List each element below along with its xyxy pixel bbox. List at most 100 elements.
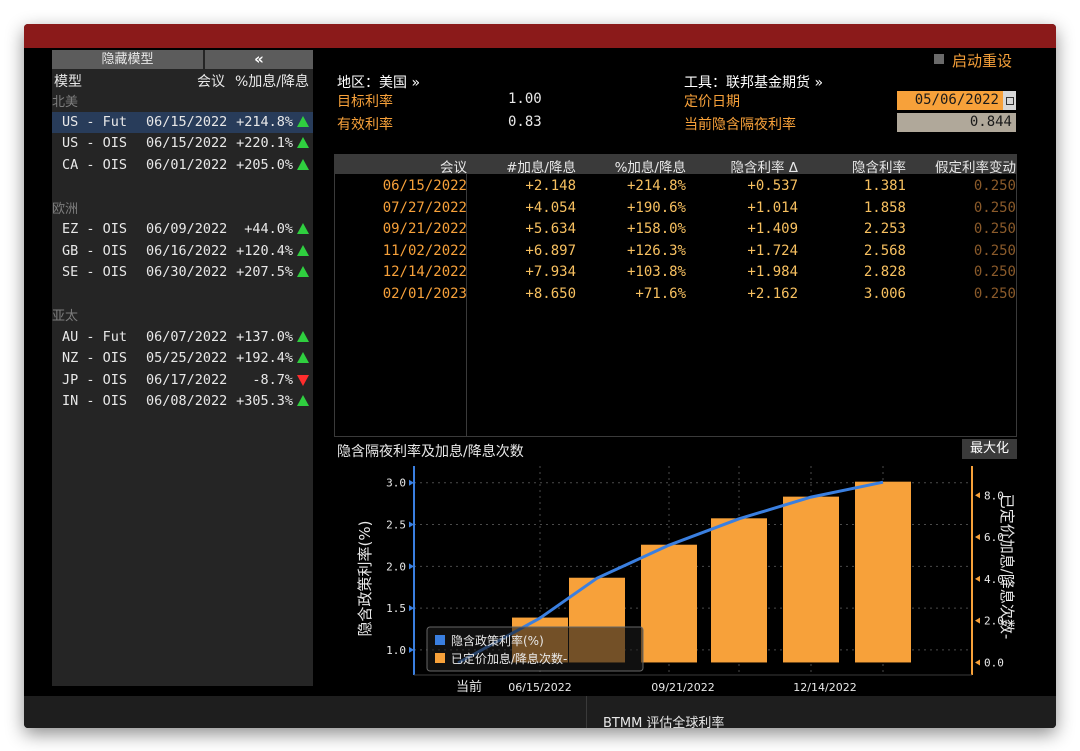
up-arrow-icon — [297, 159, 309, 170]
meeting-column-frame — [334, 174, 467, 437]
status-divider — [586, 696, 587, 728]
up-arrow-icon — [297, 395, 309, 406]
x-tick-label: 09/21/2022 — [651, 681, 714, 694]
model-column-header[interactable]: 模型 — [54, 74, 82, 90]
model-row-us-fut[interactable]: US - Fut 06/15/2022 +214.8% — [52, 112, 313, 133]
table-header-implied-rate[interactable]: 隐含利率 — [852, 160, 906, 176]
down-arrow-icon — [297, 375, 309, 386]
implied-overnight-rate-field[interactable]: 0.844 — [897, 113, 1016, 132]
model-name: AU - Fut — [62, 329, 128, 345]
table-cell-meeting: 02/01/2023 — [382, 286, 467, 302]
legend-box — [426, 626, 644, 672]
model-name: NZ - OIS — [62, 350, 128, 366]
y-tick-label: 1.0 — [386, 644, 406, 657]
y-right-tick-marker — [975, 534, 980, 541]
table-cell-implied-rate-delta: +0.537 — [747, 178, 798, 194]
model-row-nz-ois[interactable]: NZ - OIS 05/25/2022 +192.4% — [52, 348, 313, 369]
model-row-jp-ois[interactable]: JP - OIS 06/17/2022 -8.7% — [52, 370, 313, 391]
meeting-column-header[interactable]: 会议 — [197, 74, 225, 90]
model-name: JP - OIS — [62, 372, 128, 388]
table-header-pct-hikes[interactable]: %加息/降息 — [614, 160, 686, 176]
pct-value: +137.0% — [236, 329, 293, 345]
hide-model-button[interactable]: 隐藏模型 — [52, 50, 203, 69]
y-tick-label: 3.0 — [386, 477, 406, 490]
pricing-date-field[interactable]: 05/06/2022 — [897, 91, 1003, 110]
y-right-tick-label: 6.0 — [984, 531, 1004, 544]
bar-11/02/2022 — [711, 518, 767, 663]
pct-value: +205.0% — [236, 157, 293, 173]
meeting-date: 06/15/2022 — [146, 135, 228, 151]
model-row-se-ois[interactable]: SE - OIS 06/30/2022 +207.5% — [52, 262, 313, 283]
table-cell-num-hikes: +6.897 — [525, 242, 576, 259]
up-arrow-icon — [297, 137, 309, 148]
y-tick-marker — [409, 563, 414, 570]
model-row-in-ois[interactable]: IN - OIS 06/08/2022 +305.3% — [52, 391, 313, 412]
model-name: EZ - OIS — [62, 221, 128, 237]
tool-selector[interactable]: 工具：联邦基金期货 » — [684, 75, 824, 91]
y-tick-marker — [409, 646, 414, 653]
x-tick-label: 12/14/2022 — [793, 681, 856, 694]
model-name: SE - OIS — [62, 264, 128, 280]
model-row-us-ois[interactable]: US - OIS 06/15/2022 +220.1% — [52, 133, 313, 154]
up-arrow-icon — [297, 116, 309, 127]
meeting-date: 06/01/2022 — [146, 157, 228, 173]
table-cell-assumed-rate-change: 0.250 — [973, 264, 1016, 281]
table-cell-pct-hikes: +190.6% — [626, 199, 686, 216]
up-arrow-icon — [297, 245, 309, 256]
group-label-asia-pacific: 亚太 — [52, 309, 79, 324]
table-header-assumed-rate-change[interactable]: 假定利率变动 — [935, 160, 1016, 176]
meeting-date: 05/25/2022 — [146, 350, 228, 366]
table-cell-num-hikes: +8.650 — [525, 286, 576, 302]
status-bar — [24, 696, 1056, 728]
meeting-date: 06/17/2022 — [146, 372, 228, 388]
function-label: BTMM 评估全球利率 — [603, 716, 725, 728]
model-row-gb-ois[interactable]: GB - OIS 06/16/2022 +120.4% — [52, 241, 313, 262]
table-header-num-hikes[interactable]: #加息/降息 — [506, 160, 576, 176]
model-panel — [52, 50, 313, 686]
collapse-panel-button[interactable]: « — [205, 50, 313, 69]
table-cell-pct-hikes: +158.0% — [626, 221, 686, 238]
y-right-tick-label: 2.0 — [984, 615, 1004, 628]
maximize-button[interactable]: 最大化 — [962, 439, 1017, 459]
table-cell-assumed-rate-change: 0.250 — [973, 242, 1016, 259]
effective-rate-label: 有效利率 — [337, 117, 393, 133]
model-name: US - OIS — [62, 135, 128, 151]
table-cell-implied-rate-delta: +1.409 — [747, 221, 798, 238]
values-column-frame — [467, 174, 1017, 437]
up-arrow-icon — [297, 223, 309, 234]
restart-label[interactable]: 启动重设 — [952, 52, 1013, 70]
y-tick-marker — [409, 479, 414, 486]
chart-title: 隐含隔夜利率及加息/降息次数 — [337, 444, 524, 460]
y-right-tick-marker — [975, 617, 980, 624]
table-cell-assumed-rate-change: 0.250 — [973, 221, 1016, 238]
pct-value: +214.8% — [236, 114, 293, 130]
table-cell-implied-rate: 1.858 — [863, 199, 906, 216]
table-cell-num-hikes: +7.934 — [525, 264, 576, 281]
group-label-europe: 欧洲 — [52, 202, 79, 217]
y-tick-label: 2.5 — [386, 519, 406, 532]
model-row-au-fut[interactable]: AU - Fut 06/07/2022 +137.0% — [52, 327, 313, 348]
region-selector[interactable]: 地区：美国 » — [337, 75, 421, 91]
y-right-tick-label: 4.0 — [984, 573, 1004, 586]
model-row-ca-ois[interactable]: CA - OIS 06/01/2022 +205.0% — [52, 155, 313, 176]
legend-swatch-line — [435, 635, 445, 645]
restart-checkbox[interactable] — [934, 54, 944, 64]
pct-column-header[interactable]: %加息/降息 — [235, 74, 310, 90]
table-cell-meeting: 09/21/2022 — [382, 221, 467, 238]
table-cell-meeting: 07/27/2022 — [382, 199, 467, 216]
table-header-meeting[interactable]: 会议 — [440, 160, 467, 176]
model-name: CA - OIS — [62, 157, 128, 173]
table-cell-meeting: 06/15/2022 — [382, 178, 467, 194]
pct-value: -8.7% — [252, 372, 293, 388]
title-bar — [24, 24, 1056, 48]
table-cell-assumed-rate-change: 0.250 — [973, 199, 1016, 216]
y-right-axis-title: 已定价加息/降息次数- — [998, 494, 1016, 639]
model-row-ez-ois[interactable]: EZ - OIS 06/09/2022 +44.0% — [52, 219, 313, 240]
table-cell-implied-rate: 1.381 — [863, 178, 906, 194]
y-tick-label: 1.5 — [386, 602, 406, 615]
calendar-icon[interactable] — [1003, 91, 1016, 110]
table-header-implied-rate-delta[interactable]: 隐含利率 Δ — [730, 160, 798, 176]
meeting-date: 06/07/2022 — [146, 329, 228, 345]
model-name: GB - OIS — [62, 243, 128, 259]
pct-value: +220.1% — [236, 135, 293, 151]
